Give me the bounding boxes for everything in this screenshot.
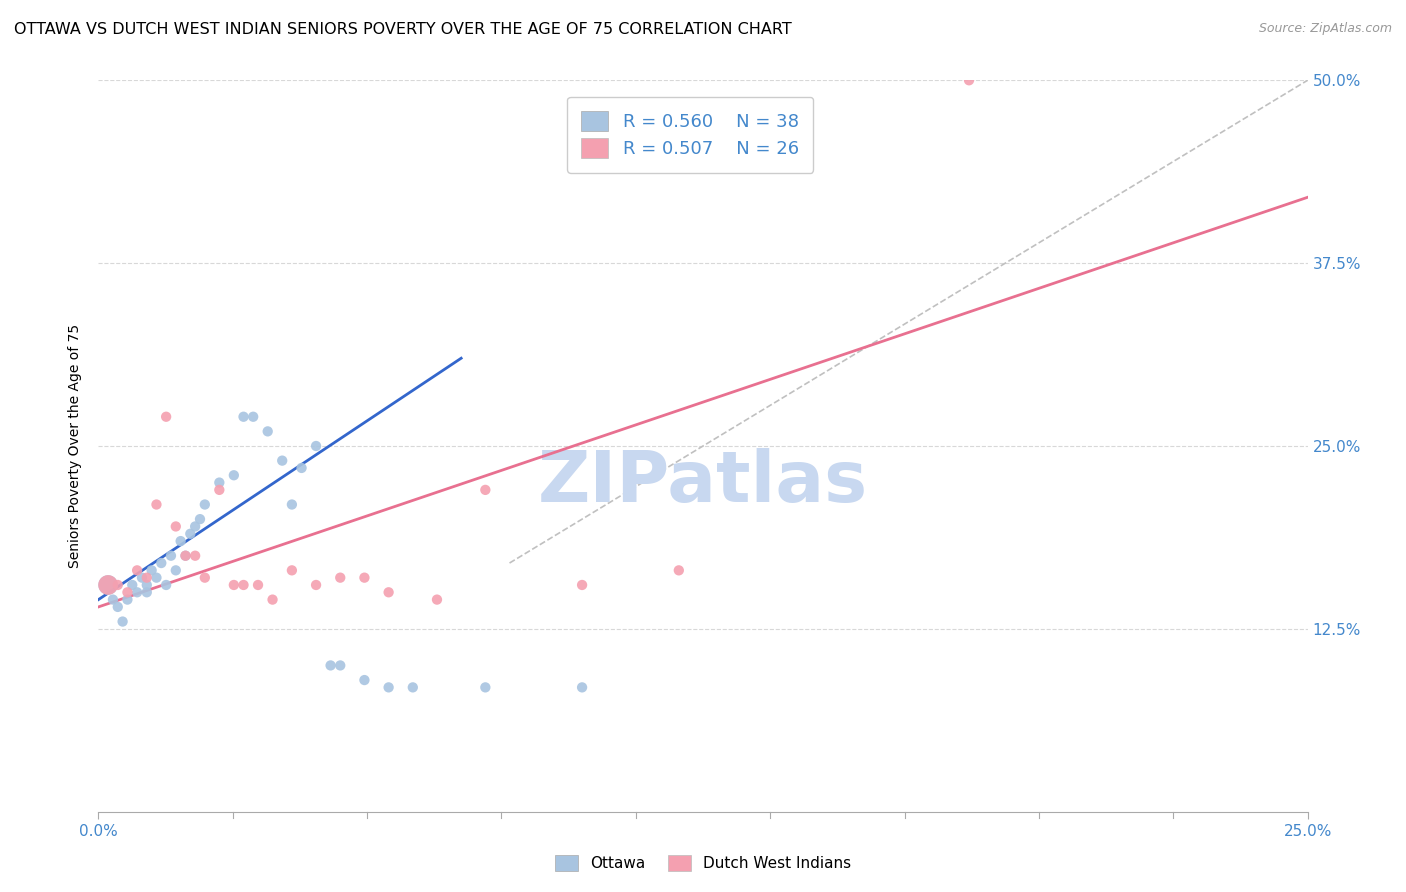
Point xyxy=(165,563,187,577)
Point xyxy=(377,681,399,695)
Point xyxy=(222,578,245,592)
Point xyxy=(474,483,496,497)
Point xyxy=(194,498,217,512)
Point xyxy=(131,571,153,585)
Point xyxy=(222,468,245,483)
Point xyxy=(135,585,157,599)
Point xyxy=(127,585,149,599)
Point xyxy=(281,498,304,512)
Point xyxy=(208,483,231,497)
Y-axis label: Seniors Poverty Over the Age of 75: Seniors Poverty Over the Age of 75 xyxy=(69,324,83,568)
Legend: Ottawa, Dutch West Indians: Ottawa, Dutch West Indians xyxy=(548,849,858,877)
Point xyxy=(957,73,980,87)
Point xyxy=(160,549,183,563)
Point xyxy=(353,673,375,687)
Point xyxy=(262,592,284,607)
Point xyxy=(97,578,120,592)
Point xyxy=(155,578,177,592)
Point xyxy=(194,571,217,585)
Point xyxy=(174,549,197,563)
Point xyxy=(174,549,197,563)
Point xyxy=(668,563,690,577)
Point xyxy=(107,599,129,614)
Point xyxy=(127,563,149,577)
Point xyxy=(271,453,294,467)
Point xyxy=(184,549,207,563)
Text: Source: ZipAtlas.com: Source: ZipAtlas.com xyxy=(1258,22,1392,36)
Point xyxy=(571,578,593,592)
Point xyxy=(426,592,449,607)
Text: OTTAWA VS DUTCH WEST INDIAN SENIORS POVERTY OVER THE AGE OF 75 CORRELATION CHART: OTTAWA VS DUTCH WEST INDIAN SENIORS POVE… xyxy=(14,22,792,37)
Point xyxy=(329,571,352,585)
Point xyxy=(232,409,254,424)
Point xyxy=(353,571,375,585)
Text: ZIPatlas: ZIPatlas xyxy=(538,448,868,517)
Point xyxy=(281,563,304,577)
Point xyxy=(247,578,270,592)
Point xyxy=(305,578,328,592)
Point xyxy=(145,498,167,512)
Point xyxy=(208,475,231,490)
Point xyxy=(145,571,167,585)
Point xyxy=(135,578,157,592)
Point xyxy=(97,578,120,592)
Point xyxy=(242,409,264,424)
Point xyxy=(571,681,593,695)
Point xyxy=(305,439,328,453)
Point xyxy=(169,534,191,549)
Point xyxy=(319,658,342,673)
Point xyxy=(117,592,139,607)
Point xyxy=(329,658,352,673)
Point xyxy=(474,681,496,695)
Point xyxy=(256,425,278,439)
Point xyxy=(232,578,254,592)
Point xyxy=(117,585,139,599)
Point xyxy=(107,578,129,592)
Point xyxy=(290,461,312,475)
Point xyxy=(111,615,134,629)
Point xyxy=(402,681,425,695)
Point xyxy=(377,585,399,599)
Point xyxy=(184,519,207,533)
Point xyxy=(179,526,201,541)
Point xyxy=(141,563,163,577)
Point xyxy=(150,556,173,570)
Point xyxy=(121,578,143,592)
Point xyxy=(188,512,211,526)
Point xyxy=(135,571,157,585)
Point xyxy=(101,592,124,607)
Point xyxy=(155,409,177,424)
Point xyxy=(165,519,187,533)
